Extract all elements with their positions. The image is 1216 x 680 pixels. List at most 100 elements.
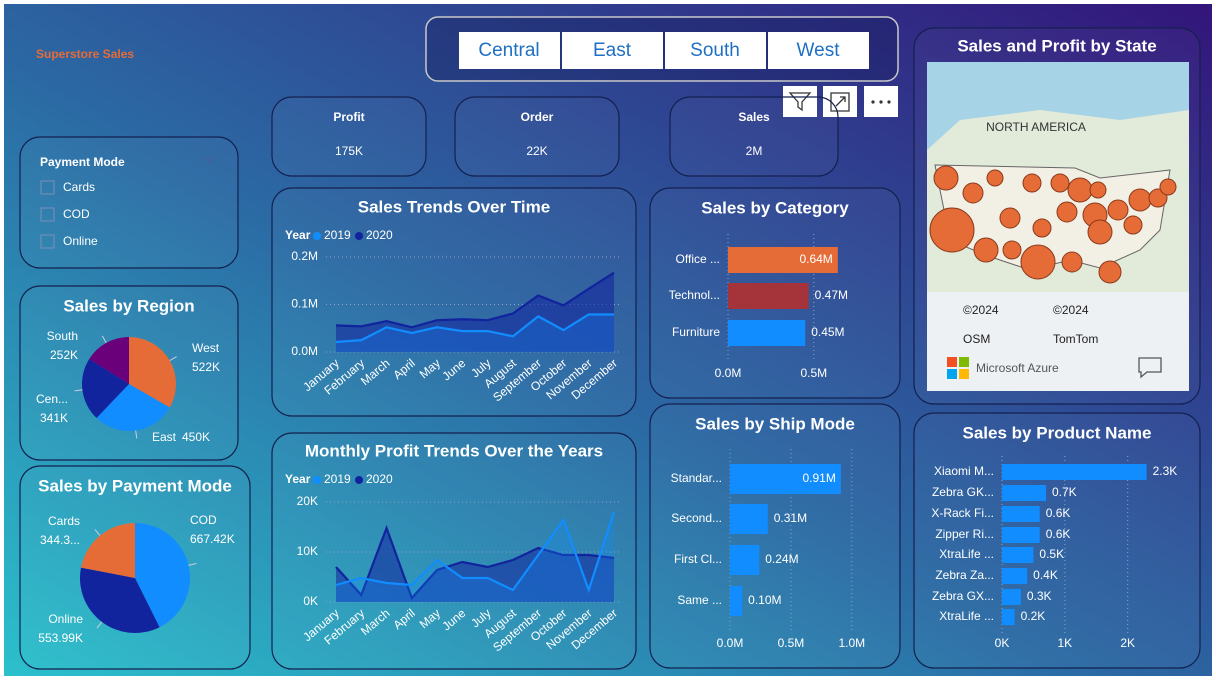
panel [271,432,637,670]
slice-value: 341K [40,411,68,425]
y-tick-label: 0.2M [291,249,318,263]
bar [728,283,809,309]
map-brand: Microsoft Azure [976,361,1059,375]
map-credit: ©2024 [963,303,999,317]
y-tick-label: X-Rack Fi... [931,506,994,520]
kpi-value: 2M [746,144,763,158]
kpi-value: 22K [526,144,547,158]
map-bubble [1128,188,1152,212]
map-bubble [1107,199,1129,221]
kpi-label: Profit [333,110,364,124]
bar [1002,506,1040,522]
filter-title: Payment Mode [40,155,125,169]
slicer-button[interactable] [768,32,869,69]
feedback-icon[interactable] [1138,357,1162,379]
dot [871,100,875,104]
slicer-button[interactable] [665,32,766,69]
leader-line [169,356,177,361]
bar [728,247,838,273]
chart-title: Sales by Region [63,296,194,315]
slice-label: Online [48,612,83,626]
data-label: 0.45M [811,325,844,339]
logo-square [959,369,969,379]
bar [1002,589,1021,605]
kpi-card [271,96,427,177]
filter-icon[interactable] [783,86,817,117]
map-bubble [1098,260,1122,284]
dropdown-chevron[interactable] [202,155,216,163]
bar [1002,547,1034,563]
y-tick-label: Zipper Ri... [935,527,994,541]
map-bubble [1089,181,1107,199]
bar [728,320,806,346]
legend-title: Year [285,228,311,242]
chart-title: Sales by Payment Mode [38,476,232,495]
series-line [335,524,615,601]
data-label: 0.91M [802,471,835,485]
y-tick-label: 10K [297,544,318,558]
filter-option[interactable]: Online [63,234,98,248]
bar [1002,609,1015,625]
slice-value: 252K [50,348,78,362]
slicer-buttons: Central East South West [459,32,869,69]
data-label: 0.10M [748,593,781,607]
slicer-option[interactable]: West [797,40,841,61]
slice-value: 667.42K [190,532,235,546]
panel [19,465,251,670]
slicer-button[interactable] [459,32,560,69]
x-tick-label: 1K [1058,636,1073,650]
legend-swatch [313,476,321,484]
slice-label: Cards [48,514,80,528]
slice-label: COD [190,513,217,527]
filter-option[interactable]: COD [63,207,90,221]
bar [1002,527,1040,543]
pie-slice [80,523,135,578]
legend-label: 2020 [366,228,393,242]
legend-swatch [355,232,363,240]
data-label: 0.47M [815,288,848,302]
slice-label: East [152,430,177,444]
kpi-value: 175K [335,144,363,158]
slicer-option[interactable]: South [690,40,740,61]
data-label: 0.6K [1046,527,1071,541]
dot [887,100,891,104]
slicer-option[interactable]: Central [478,40,539,61]
y-tick-label: 0.1M [291,297,318,311]
map-credit: TomTom [1053,332,1098,346]
kpi-card [454,96,620,177]
pie-slice [135,523,190,628]
y-tick-label: Zebra Za... [935,568,994,582]
legend-swatch [313,232,321,240]
x-tick-label: 0K [995,636,1010,650]
map-bubble [1148,188,1168,208]
checkbox[interactable] [40,180,55,195]
series-line [335,511,616,594]
slice-value: 553.99K [38,631,83,645]
pie-slice [89,337,129,384]
logo-square [947,357,957,367]
panel [649,187,901,399]
slice-label: Cen... [36,392,68,406]
slicer-button[interactable] [562,32,663,69]
series-area [336,314,614,352]
slice-value: 344.3... [40,533,80,547]
kpi-label: Order [521,110,554,124]
data-label: 0.31M [774,511,807,525]
logo-square [959,357,969,367]
series-line [335,313,614,344]
bar [1002,568,1028,584]
slicer-option[interactable]: East [593,40,632,61]
checkbox[interactable] [40,207,55,222]
legend-title: Year [285,472,311,486]
bar [730,586,743,616]
map-bubbles [929,165,1177,284]
y-tick-label: First Cl... [674,552,722,566]
filter-option[interactable]: Cards [63,180,95,194]
y-tick-label: XtraLife ... [939,609,994,623]
series-area [336,512,614,602]
dashboard-title: Superstore Sales [36,47,134,61]
x-tick-label: 1.0M [838,636,865,650]
visual-toolbar [783,86,898,117]
leader-line [135,430,138,439]
checkbox[interactable] [40,234,55,249]
